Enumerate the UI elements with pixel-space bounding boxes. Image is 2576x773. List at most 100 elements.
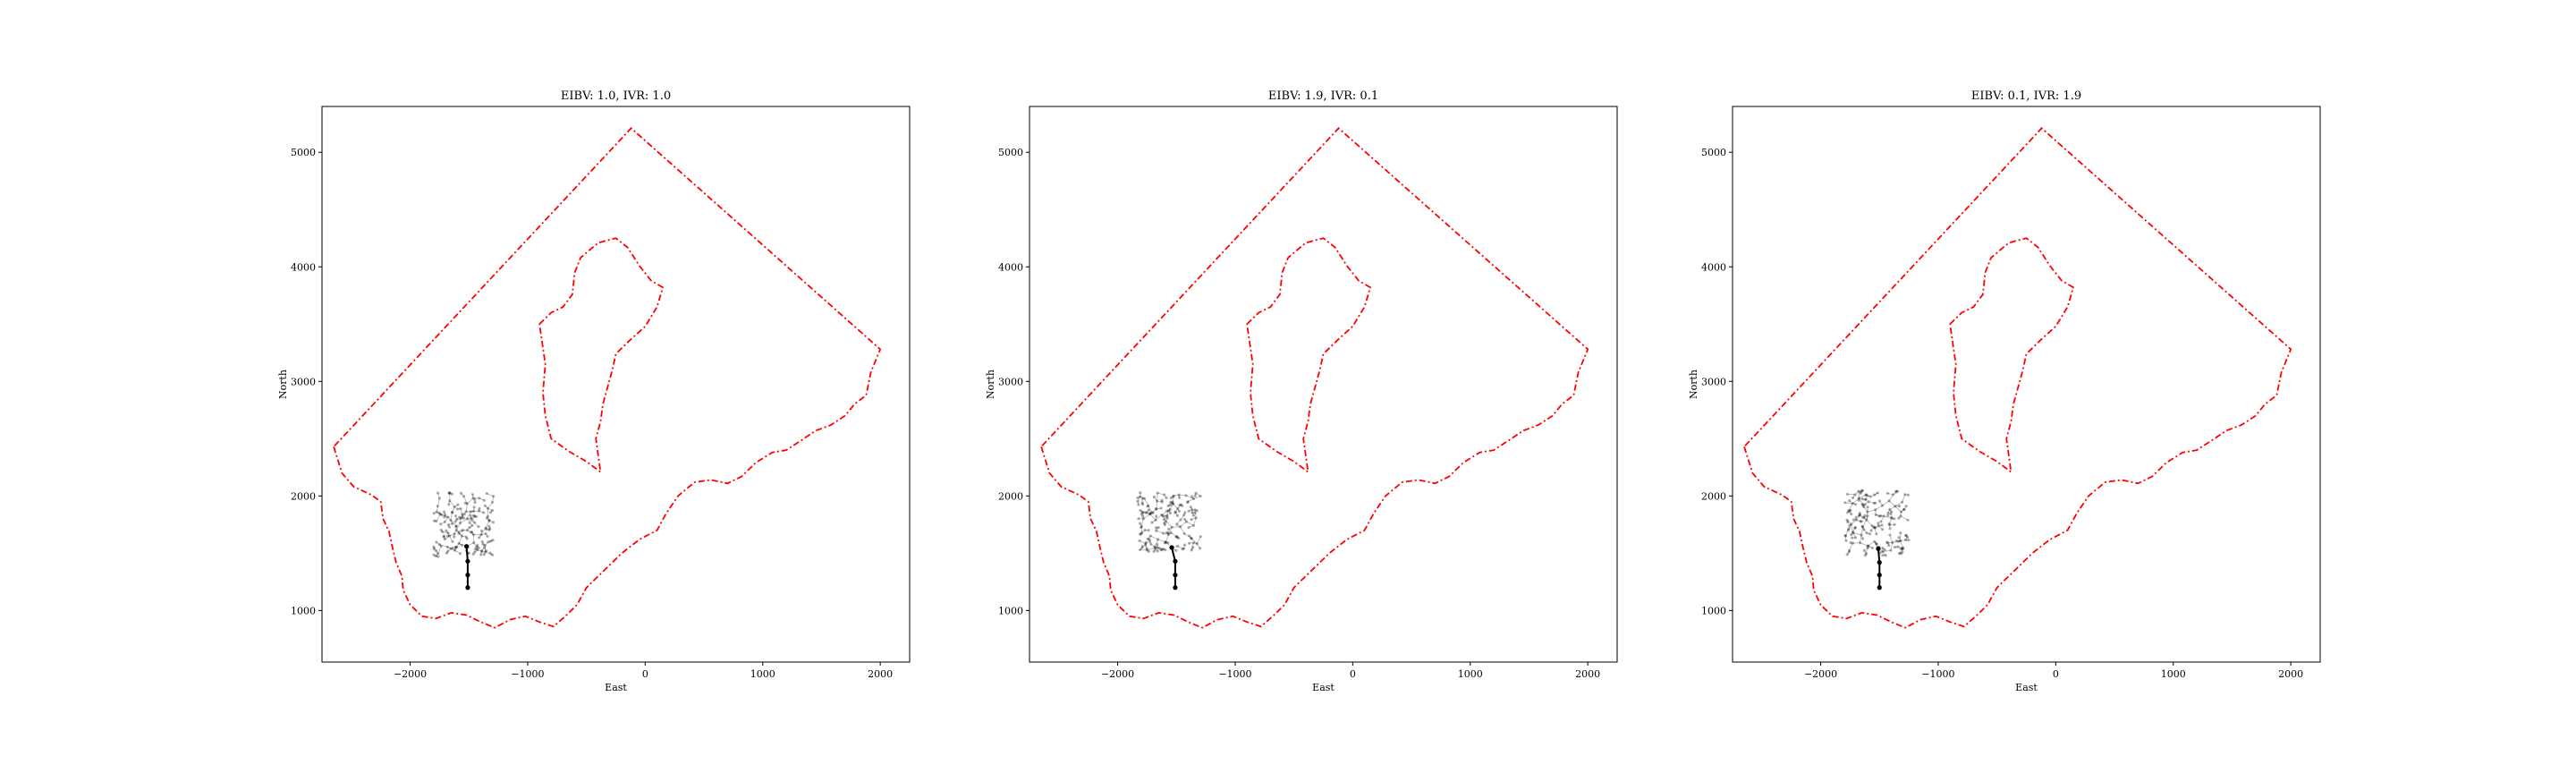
tree-node [1169, 500, 1173, 505]
y-tick-label: 2000 [1701, 490, 1726, 502]
tree-edge [1157, 492, 1165, 496]
tree-node [1164, 540, 1167, 544]
tree-node [1155, 514, 1158, 518]
tree-node [482, 498, 486, 502]
rrt-tree [1843, 488, 1911, 557]
tree-edge [445, 535, 450, 539]
tree-node [1148, 539, 1152, 543]
tree-edge [485, 505, 488, 509]
tree-edge [480, 531, 482, 535]
tree-edge [1157, 507, 1162, 510]
tree-node [1140, 511, 1144, 514]
tree-edge [480, 527, 487, 535]
tree-edge [436, 550, 439, 554]
tree-node [1147, 549, 1151, 554]
tree-edge [1164, 519, 1167, 522]
path-point [465, 585, 470, 590]
tree-node [487, 524, 491, 528]
tree-edge [1172, 501, 1174, 505]
tree-node [445, 529, 448, 532]
tree-node [1165, 515, 1169, 519]
tree-edge [1191, 538, 1198, 545]
tree-edge [1193, 542, 1198, 545]
tree-node [484, 526, 487, 530]
tree-node [1193, 508, 1197, 512]
tree-node [1193, 511, 1197, 514]
tree-edge [1168, 532, 1172, 535]
tree-edge [1154, 548, 1157, 550]
tree-edge [1866, 515, 1868, 521]
tree-edge [1165, 534, 1169, 542]
tree-node [1146, 537, 1149, 541]
tree-edge [459, 516, 462, 519]
tree-node [487, 540, 490, 544]
tree-node [432, 519, 436, 522]
tree-node [1903, 493, 1907, 497]
tree-node [1184, 494, 1188, 497]
x-axis-label: East [605, 682, 627, 693]
tree-node [1854, 515, 1858, 519]
tree-node [1148, 511, 1153, 514]
tree-edge [1193, 496, 1201, 499]
tree-edge [1875, 505, 1883, 511]
tree-node [1888, 507, 1892, 512]
tree-node [1863, 554, 1868, 557]
tree-node [1139, 508, 1142, 513]
tree-node [1899, 531, 1902, 535]
tree-edge [1140, 510, 1148, 514]
tree-edge [1890, 511, 1893, 514]
tree-node [464, 535, 468, 539]
tree-node [463, 501, 467, 505]
tree-edge [446, 546, 455, 551]
tree-edge [488, 526, 491, 530]
tree-node [1845, 518, 1849, 522]
tree-node [1848, 523, 1852, 527]
tree-node [1165, 516, 1169, 521]
tree-edge [479, 534, 482, 539]
tree-node [1150, 511, 1154, 514]
tree-node [1888, 527, 1892, 531]
tree-node [457, 541, 461, 546]
tree-edge [467, 497, 474, 505]
tree-node [461, 514, 464, 518]
tree-node [479, 529, 484, 532]
tree-node [1861, 504, 1865, 507]
tree-node [1159, 506, 1163, 510]
tree-node [1863, 503, 1867, 506]
tree-node [1165, 520, 1168, 523]
tree-node [446, 531, 450, 535]
tree-node [479, 553, 483, 556]
inner-boundary [1246, 237, 1372, 474]
tree-node [459, 506, 462, 511]
tree-edge [1863, 529, 1868, 534]
plot-area [1029, 106, 1618, 663]
tree-node [467, 551, 470, 555]
tree-node [1174, 510, 1177, 514]
tree-node [1875, 532, 1878, 536]
tree-node [1167, 509, 1171, 513]
tree-node [432, 545, 436, 548]
tree-node [1139, 532, 1142, 536]
tree-node [470, 493, 475, 497]
tree-edge [1191, 542, 1194, 551]
tree-node [1877, 499, 1882, 503]
tree-node [1904, 533, 1908, 538]
tree-edge [1879, 500, 1883, 506]
tree-node [1886, 541, 1890, 545]
tree-edge [1888, 494, 1894, 502]
tree-edge [439, 544, 448, 548]
tree-edge [471, 494, 474, 498]
tree-node [1164, 540, 1167, 544]
tree-edge [1191, 517, 1197, 521]
tree-node [439, 522, 443, 526]
tree-edge [1862, 505, 1865, 507]
tree-edge [1847, 493, 1855, 496]
tree-node [487, 528, 491, 531]
tree-node [1847, 499, 1852, 503]
tree-edge [1894, 505, 1902, 513]
tree-node [1177, 493, 1181, 497]
tree-node [437, 543, 442, 547]
tree-node [1857, 498, 1860, 502]
tree-edge [1851, 532, 1854, 535]
tree-node [454, 524, 458, 528]
